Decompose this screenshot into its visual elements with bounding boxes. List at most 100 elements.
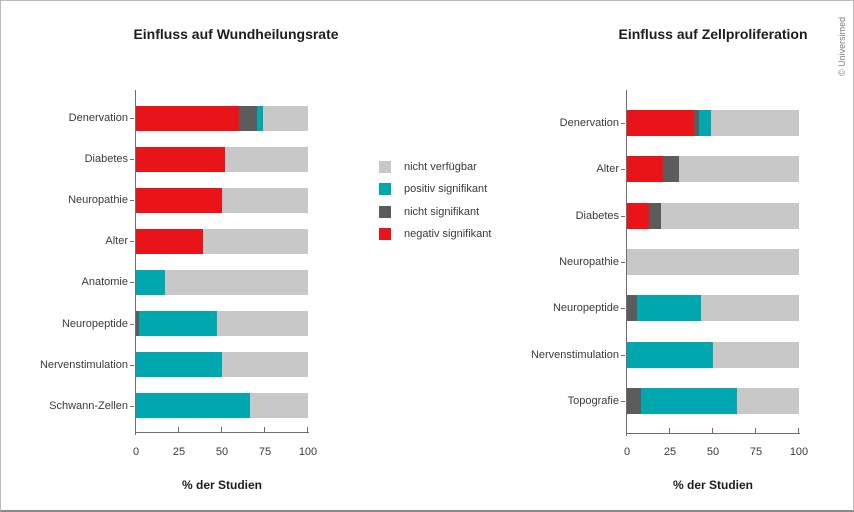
bar-segment-negativ-signifikant <box>627 110 695 136</box>
category-label: Denervation <box>68 112 128 124</box>
bar-row <box>136 352 308 378</box>
bar-segment-nicht-signifikant <box>694 110 700 136</box>
bar-segment-negativ-signifikant <box>136 105 240 131</box>
x-tick-label: 100 <box>298 446 318 458</box>
bar-segment-nicht-verfügbar <box>678 156 799 183</box>
category-label: Alter <box>596 163 619 176</box>
legend: nicht verfügbar positiv signifikant nich… <box>379 161 491 251</box>
bar-row <box>136 146 308 172</box>
x-tick-label: 25 <box>663 446 677 458</box>
category-tick <box>621 123 625 124</box>
bar-segment-positiv-signifikant <box>640 388 738 415</box>
category-label: Neuropathie <box>68 194 128 207</box>
bar-segment-positiv-signifikant <box>699 110 712 136</box>
x-tick-label: 75 <box>749 446 763 458</box>
category-label: Neuropeptide <box>552 302 619 315</box>
chart-title-wundheilungsrate: Einfluss auf Wundheilungsrate <box>133 26 339 42</box>
x-axis-label: % der Studien <box>181 478 262 492</box>
bar-row <box>136 105 308 131</box>
category-tick <box>130 282 134 284</box>
y-axis <box>626 90 627 436</box>
category-label: Alter <box>105 235 128 248</box>
y-axis <box>135 90 136 435</box>
x-axis-label: % der Studien <box>672 478 753 492</box>
x-axis-tick <box>178 427 179 432</box>
bar-row <box>627 156 799 183</box>
bar-row <box>627 249 799 276</box>
category-tick <box>130 405 134 407</box>
bar-segment-nicht-signifikant <box>649 202 662 229</box>
bar-segment-negativ-signifikant <box>136 187 222 213</box>
legend-item-nicht-verfuegbar: nicht verfügbar <box>379 161 491 173</box>
category-tick <box>130 159 134 161</box>
bar-segment-nicht-verfügbar <box>627 249 799 276</box>
legend-swatch-negativ-signifikant-icon <box>379 228 391 241</box>
x-tick-label: 75 <box>258 446 272 458</box>
category-tick <box>621 401 625 403</box>
category-tick <box>621 169 625 171</box>
x-axis-tick <box>669 428 670 433</box>
bar-segment-nicht-verfügbar <box>222 187 308 213</box>
bar-segment-nicht-verfügbar <box>165 269 308 295</box>
x-axis-tick <box>755 428 756 433</box>
x-axis-tick <box>264 427 265 432</box>
bar-row <box>136 228 308 254</box>
bar-segment-nicht-verfügbar <box>737 388 799 415</box>
bar-segment-positiv-signifikant <box>136 393 250 419</box>
x-axis-tick <box>221 427 222 432</box>
category-label: Nervenstimulation <box>39 358 128 371</box>
x-tick-label: 100 <box>789 446 809 458</box>
bar-segment-nicht-verfügbar <box>713 341 799 368</box>
bar-row <box>627 388 799 415</box>
bar-segment-nicht-verfügbar <box>216 311 308 336</box>
bar-segment-positiv-signifikant <box>257 105 264 131</box>
chart-title-zellproliferation: Einfluss auf Zellproliferation <box>618 26 808 42</box>
category-tick <box>621 215 625 217</box>
category-tick <box>621 308 625 310</box>
bar-segment-negativ-signifikant <box>136 146 226 172</box>
category-tick <box>621 262 625 264</box>
bar-segment-nicht-verfügbar <box>225 146 308 172</box>
bar-segment-nicht-verfügbar <box>711 110 799 136</box>
bar-segment-negativ-signifikant <box>627 156 664 183</box>
bar-segment-nicht-signifikant <box>136 311 140 336</box>
x-tick-label: 50 <box>706 446 720 458</box>
category-tick <box>130 241 134 243</box>
bar-segment-positiv-signifikant <box>637 295 701 322</box>
bar-segment-negativ-signifikant <box>136 228 204 254</box>
bar-row <box>136 269 308 295</box>
category-tick <box>130 200 134 202</box>
bar-segment-positiv-signifikant <box>139 311 217 336</box>
legend-label: positiv signifikant <box>404 183 488 196</box>
bar-row <box>627 295 799 322</box>
category-label: Nervenstimulation <box>530 348 619 361</box>
category-label: Denervation <box>559 117 619 129</box>
legend-swatch-nicht-signifikant-icon <box>379 205 391 218</box>
bar-row <box>136 311 308 336</box>
x-tick-label: 0 <box>132 446 140 458</box>
bar-row <box>136 393 308 419</box>
x-axis-tick <box>712 428 713 433</box>
bar-segment-nicht-verfügbar <box>263 105 308 131</box>
x-axis <box>626 433 800 434</box>
bar-segment-nicht-verfügbar <box>249 393 308 419</box>
bar-segment-nicht-verfügbar <box>222 352 308 378</box>
x-axis-tick <box>307 427 308 432</box>
category-label: Diabetes <box>575 209 619 222</box>
legend-label: negativ signifikant <box>404 228 492 241</box>
bar-row <box>136 187 308 213</box>
bar-segment-nicht-verfügbar <box>700 295 799 322</box>
bar-row <box>627 110 799 136</box>
x-axis <box>135 432 309 433</box>
bar-row <box>627 202 799 229</box>
legend-swatch-nicht-verfuegbar-icon <box>379 161 391 173</box>
category-tick <box>130 364 134 366</box>
category-label: Schwann-Zellen <box>49 399 128 412</box>
x-axis-tick <box>798 428 799 433</box>
bar-segment-nicht-verfügbar <box>661 202 799 229</box>
category-label: Neuropeptide <box>61 317 128 330</box>
bar-segment-positiv-signifikant <box>136 269 166 295</box>
bar-segment-nicht-signifikant <box>627 388 641 415</box>
category-label: Neuropathie <box>559 256 619 269</box>
x-tick-label: 25 <box>172 446 186 458</box>
